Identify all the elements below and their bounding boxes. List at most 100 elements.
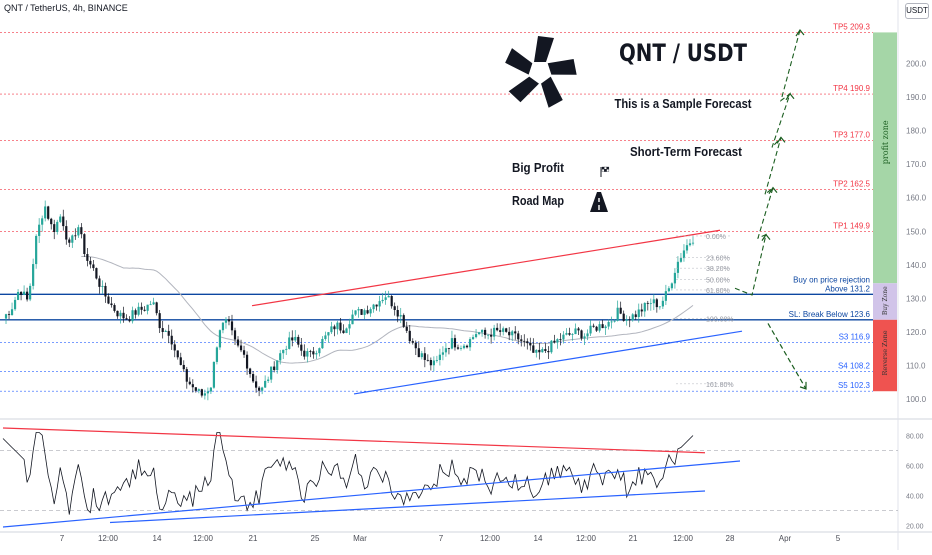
candle-body: [387, 296, 390, 298]
candle-body: [453, 338, 457, 348]
fib-label: 50.00%: [706, 278, 730, 285]
candle-body: [158, 313, 161, 329]
candle-body: [188, 381, 191, 385]
candle-body: [285, 348, 288, 350]
candle-body: [242, 350, 246, 355]
qnt-logo: [505, 36, 577, 108]
fib-label: 23.60%: [706, 255, 730, 262]
candle-body: [312, 351, 315, 355]
candle-body: [251, 374, 255, 382]
x-tick-label: 21: [629, 534, 638, 543]
candle-body: [65, 226, 68, 240]
candle-body: [173, 344, 176, 351]
level-label: S4 108.2: [838, 361, 871, 370]
candle-body: [348, 324, 351, 329]
y-tick-label: 130.0: [906, 294, 927, 303]
candle-body: [80, 227, 83, 235]
candle-body: [483, 329, 487, 335]
candle-body: [381, 299, 384, 302]
bearish-forecast-path: [767, 323, 807, 390]
candle-body: [282, 349, 285, 354]
y-tick-label: 160.0: [906, 194, 927, 203]
candle-body: [306, 351, 309, 357]
candle-body: [664, 291, 667, 301]
candle-body: [261, 387, 264, 391]
flag-cell: [604, 169, 607, 172]
rsi-tick-label: 60.00: [906, 464, 924, 471]
candle-body: [315, 353, 318, 355]
candle-body: [679, 258, 683, 262]
x-tick-label: Apr: [779, 534, 792, 543]
rsi-lower-trendline: [109, 490, 706, 524]
y-tick-label: 170.0: [906, 160, 927, 169]
level-label: TP4 190.9: [833, 84, 870, 93]
flag-cell: [601, 166, 605, 170]
candle-body: [318, 348, 321, 354]
candle-body: [553, 340, 556, 343]
candle-body: [212, 361, 216, 388]
candle-body: [490, 334, 493, 337]
candle-body: [465, 345, 469, 348]
candle-body: [493, 327, 496, 337]
candle-body: [200, 389, 203, 396]
candle-body: [62, 216, 65, 227]
candle-body: [345, 328, 348, 334]
candle-body: [134, 310, 137, 315]
currency-badge[interactable]: USDT: [905, 3, 929, 19]
candle-body: [670, 283, 674, 289]
candle-body: [209, 387, 213, 392]
candle-body: [384, 297, 387, 300]
y-tick-label: 120.0: [906, 328, 927, 337]
candle-body: [586, 333, 589, 337]
candle-body: [44, 206, 47, 219]
candle-body: [255, 381, 258, 388]
candle-body: [559, 339, 562, 340]
candle-body: [342, 330, 345, 334]
candle-body: [441, 352, 445, 355]
candle-body: [176, 350, 179, 358]
candle-body: [390, 296, 393, 307]
flag-cell: [601, 169, 605, 172]
candle-body: [227, 319, 231, 322]
candle-body: [122, 312, 125, 319]
moving-average-line: [81, 255, 694, 364]
candle-body: [502, 328, 505, 332]
candle-body: [19, 291, 23, 295]
candle-body: [640, 309, 643, 312]
bearish-arrow-head: [799, 381, 807, 390]
candle-body: [405, 326, 408, 331]
candle-body: [86, 254, 89, 261]
candle-body: [691, 242, 695, 244]
logo-petal: [534, 36, 554, 62]
candle-body: [327, 332, 330, 336]
candle-body: [258, 387, 261, 391]
candle-body: [22, 291, 26, 295]
candle-body: [104, 285, 107, 297]
candle-body: [161, 328, 164, 332]
buy-zone-label: Buy Zone: [882, 286, 889, 315]
candle-body: [101, 285, 104, 287]
logo-petal: [547, 58, 577, 75]
candle-body: [233, 330, 237, 340]
candle-body: [276, 360, 279, 371]
candle-body: [10, 309, 14, 316]
candle-body: [682, 250, 686, 259]
candle-body: [372, 304, 375, 310]
candle-body: [544, 349, 547, 351]
candle-body: [685, 245, 689, 251]
candle-body: [38, 224, 41, 236]
level-label: TP3 177.0: [833, 131, 870, 140]
candle-body: [435, 360, 438, 361]
candle-body: [526, 341, 529, 344]
candle-body: [230, 321, 234, 331]
fib-label: 0.00%: [706, 234, 726, 241]
bullish-forecast-path: [734, 29, 801, 296]
candle-body: [432, 360, 435, 366]
candle-body: [556, 339, 559, 343]
candle-body: [203, 393, 206, 396]
candle-body: [480, 329, 484, 333]
flag-cell: [606, 169, 610, 172]
candle-body: [408, 330, 411, 342]
candle-body: [89, 260, 92, 265]
